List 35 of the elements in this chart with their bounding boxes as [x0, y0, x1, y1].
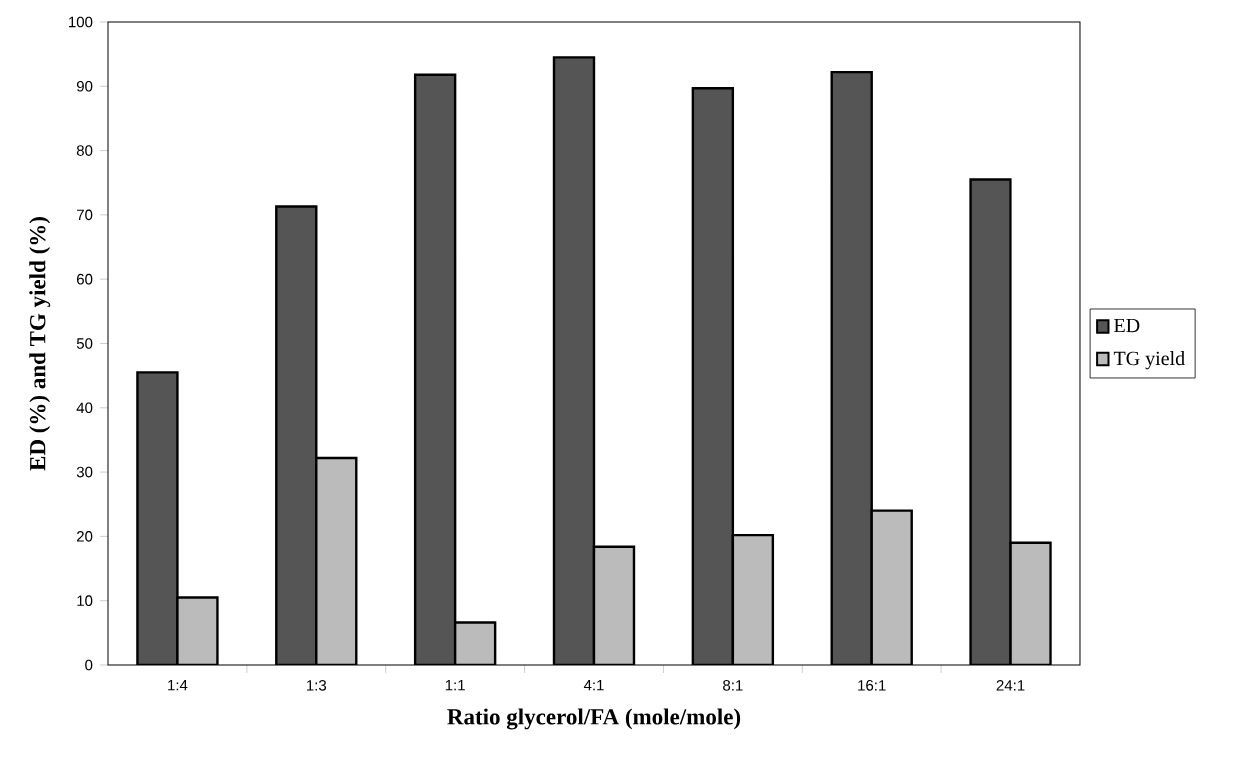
bar — [275, 205, 318, 665]
bar — [731, 533, 775, 665]
bar — [969, 178, 1012, 665]
y-tick-label: 0 — [85, 659, 93, 671]
bar — [1009, 541, 1052, 665]
bar — [453, 621, 497, 665]
x-axis-title: Ratio glycerol/FA (mole/mole) — [447, 708, 741, 730]
x-tick-label: 1:3 — [306, 680, 327, 691]
x-tick-label: 16:1 — [858, 680, 886, 691]
y-tick-label: 60 — [77, 273, 93, 285]
y-tick-label: 100 — [69, 16, 93, 28]
bar — [136, 371, 179, 665]
bar — [592, 545, 636, 665]
y-tick-label: 70 — [77, 209, 93, 221]
bar — [552, 56, 596, 665]
x-tick-label: 4:1 — [583, 680, 604, 691]
bar — [413, 73, 457, 665]
y-tick-label: 90 — [76, 80, 93, 92]
bar — [691, 87, 735, 665]
y-tick-label: 20 — [77, 531, 93, 542]
x-tick-label: 24:1 — [996, 680, 1025, 691]
x-tick-label: 1:4 — [168, 680, 188, 691]
bar — [870, 509, 913, 665]
y-tick-label: 30 — [76, 466, 93, 478]
legend-label: ED — [1114, 318, 1140, 333]
legend-label: TG yield — [1113, 351, 1185, 370]
y-tick-label: 10 — [77, 595, 93, 607]
bar — [315, 456, 358, 665]
y-tick-label: 40 — [76, 402, 93, 414]
x-tick-label: 1:1 — [445, 680, 465, 691]
y-tick-label: 50 — [76, 338, 93, 349]
y-tick-label: 80 — [76, 145, 93, 156]
bar — [830, 70, 873, 665]
x-tick-label: 8:1 — [723, 680, 743, 691]
y-axis-title: ED (%) and TG yield (%) — [29, 217, 51, 471]
